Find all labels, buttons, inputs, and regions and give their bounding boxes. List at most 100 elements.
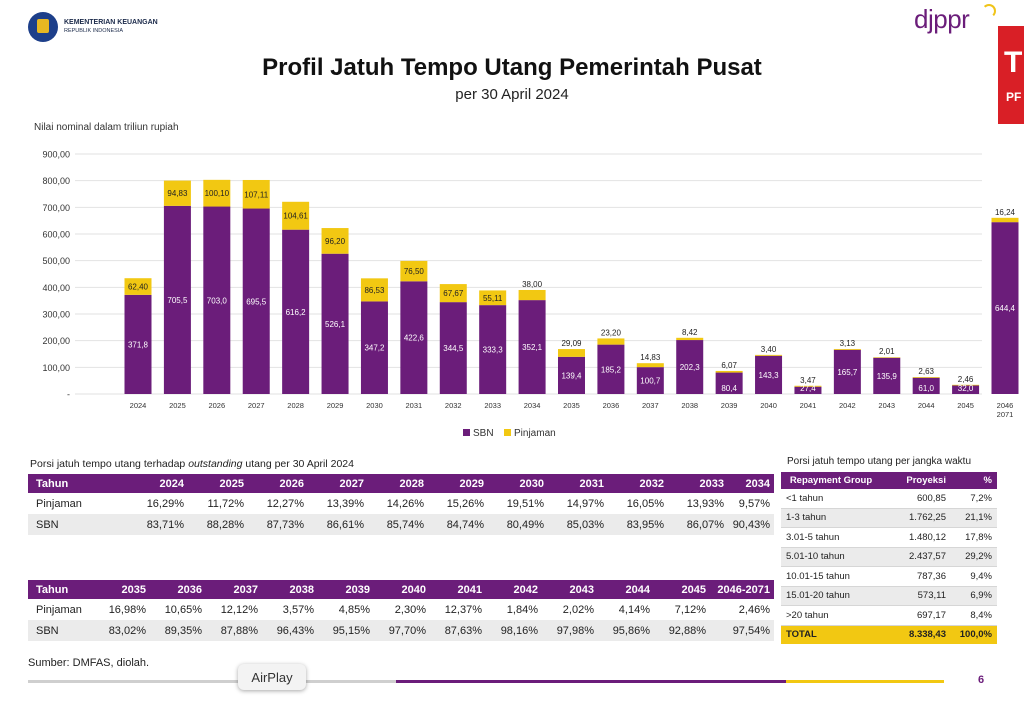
table-row: 15.01-20 tahun 573,11 6,9% [781, 586, 997, 606]
table-header-cell: 2037 [206, 580, 262, 599]
table-cell: 9,4% [951, 566, 997, 587]
y-tick-label: 800,00 [42, 176, 70, 186]
table-header-cell: 2038 [262, 580, 318, 599]
y-tick-label: 500,00 [42, 256, 70, 266]
x-tick-label: 2036 [603, 401, 620, 410]
table-cell: 1-3 tahun [781, 508, 881, 528]
repayment-group-table: Repayment Group Proyeksi% <1 tahun 600,85 7,… [781, 472, 997, 644]
table-header-cell: 2046-2071 [710, 580, 774, 599]
legend-label-sbn: SBN [473, 428, 494, 439]
table-cell: SBN [28, 620, 94, 641]
table-header-cell: 2033 [668, 474, 728, 493]
table-cell: 9,57% [738, 497, 770, 510]
djppr-logo-swoosh-icon [982, 4, 996, 18]
x-tick-label: 2027 [248, 401, 265, 410]
table-cell: 12,37% [444, 603, 482, 616]
table-cell: 16,29% [146, 497, 184, 510]
bar-pinjaman [676, 337, 704, 341]
bar-pinjaman [715, 370, 743, 373]
data-label-pinjaman: 104,61 [283, 212, 308, 221]
table-cell: 80,49% [488, 514, 548, 535]
airplay-button[interactable]: AirPlay [238, 664, 306, 690]
table-header-cell: 2030 [488, 474, 548, 493]
data-label-sbn: 644,4 [995, 304, 1016, 313]
data-label-pinjaman: 38,00 [522, 280, 543, 289]
table-cell: 8,4% [951, 605, 997, 626]
table-cell: 98,16% [486, 620, 542, 641]
ministry-name: KEMENTERIAN KEUANGAN [64, 19, 158, 26]
y-tick-label: 900,00 [42, 150, 70, 160]
table-header-cell: 2043 [542, 580, 598, 599]
bar-pinjaman [321, 228, 349, 254]
table-header-cell: 2040 [374, 580, 430, 599]
table-header-cell: 2034 [728, 474, 774, 493]
table-row: 1-3 tahun 1.762,25 21,1% [781, 508, 997, 528]
table-cell: 1.480,12 [881, 527, 951, 548]
porsi-table-title: Porsi jatuh tempo utang terhadap outstan… [30, 458, 354, 470]
bar-pinjaman [597, 338, 625, 345]
bar-pinjaman [991, 217, 1019, 223]
data-label-sbn: 135,9 [877, 372, 898, 381]
x-tick-label: 2041 [800, 401, 817, 410]
table-cell: 97,98% [542, 620, 598, 641]
x-tick-label: 2031 [406, 401, 423, 410]
table-header-cell: 2024 [128, 474, 188, 493]
bar-pinjaman [873, 357, 901, 358]
table-header-cell: 2036 [150, 580, 206, 599]
table-cell: 96,43% [262, 620, 318, 641]
table-cell: 8.338,43 [881, 625, 951, 644]
data-label-sbn: 100,7 [640, 377, 661, 386]
data-label-pinjaman: 8,42 [682, 328, 698, 337]
bar-sbn [833, 349, 861, 394]
bar-pinjaman [558, 349, 585, 357]
legend-label-pinjaman: Pinjaman [514, 428, 556, 439]
data-label-pinjaman: 14,83 [640, 353, 661, 362]
x-tick-label: 2039 [721, 401, 738, 410]
table-cell: 92,88% [654, 620, 710, 641]
data-label-sbn: 705,5 [167, 296, 188, 305]
y-tick-label: 600,00 [42, 230, 70, 240]
bar-pinjaman [952, 384, 980, 386]
table-header-cell: Tahun [28, 580, 94, 599]
progress-track [28, 680, 396, 683]
data-label-pinjaman: 62,40 [128, 283, 149, 292]
x-tick-label: 2033 [484, 401, 501, 410]
table-cell: 787,36 [881, 566, 951, 587]
table-cell: 600,85 [881, 489, 951, 509]
data-label-sbn: 347,2 [364, 344, 385, 353]
ministry-country: REPUBLIK INDONESIA [64, 28, 123, 34]
page-number: 6 [978, 674, 985, 686]
table-row: 3.01-5 tahun 1.480,12 17,8% [781, 527, 997, 548]
table-cell: 12,12% [220, 603, 258, 616]
bar-sbn [479, 305, 507, 394]
table-cell: 88,28% [188, 514, 248, 535]
chart-y-axis-label: Nilai nominal dalam triliun rupiah [34, 122, 179, 133]
x-tick-label: 2044 [918, 401, 935, 410]
bar-pinjaman [439, 284, 467, 303]
table-cell: 83,95% [608, 514, 668, 535]
data-label-pinjaman: 100,10 [205, 189, 230, 198]
bar-pinjaman [282, 201, 310, 230]
bar-sbn [282, 229, 310, 394]
bar-sbn [755, 355, 783, 394]
data-label-sbn: 352,1 [522, 343, 543, 352]
table-row: Pinjaman 16,98% 10,65% 12,12% 3,57% 4,85% 2,30… [28, 599, 774, 620]
x-tick-label: 2038 [681, 401, 698, 410]
table-cell: 83,71% [128, 514, 188, 535]
table-cell: 85,74% [368, 514, 428, 535]
table-cell: 1.762,25 [881, 508, 951, 528]
table-row: <1 tahun 600,85 7,2% [781, 489, 997, 509]
bar-sbn [676, 340, 704, 394]
page-title: Profil Jatuh Tempo Utang Pemerintah Pusa… [262, 54, 762, 81]
x-tick-label: 2029 [327, 401, 344, 410]
table-row: >20 tahun 697,17 8,4% [781, 605, 997, 626]
x-tick-label: 2030 [366, 401, 383, 410]
data-label-pinjaman: 55,11 [483, 294, 503, 303]
bar-pinjaman [163, 180, 191, 206]
data-label-sbn: 371,8 [128, 340, 149, 349]
bar-sbn [163, 205, 191, 394]
x-tick-label: 2040 [760, 401, 777, 410]
table-cell: 2,46% [738, 603, 770, 616]
table-row: SBN 83,02% 89,35% 87,88% 96,43% 95,15% 97,70% 8… [28, 620, 774, 641]
table-header-cell: Repayment Group [781, 472, 881, 489]
